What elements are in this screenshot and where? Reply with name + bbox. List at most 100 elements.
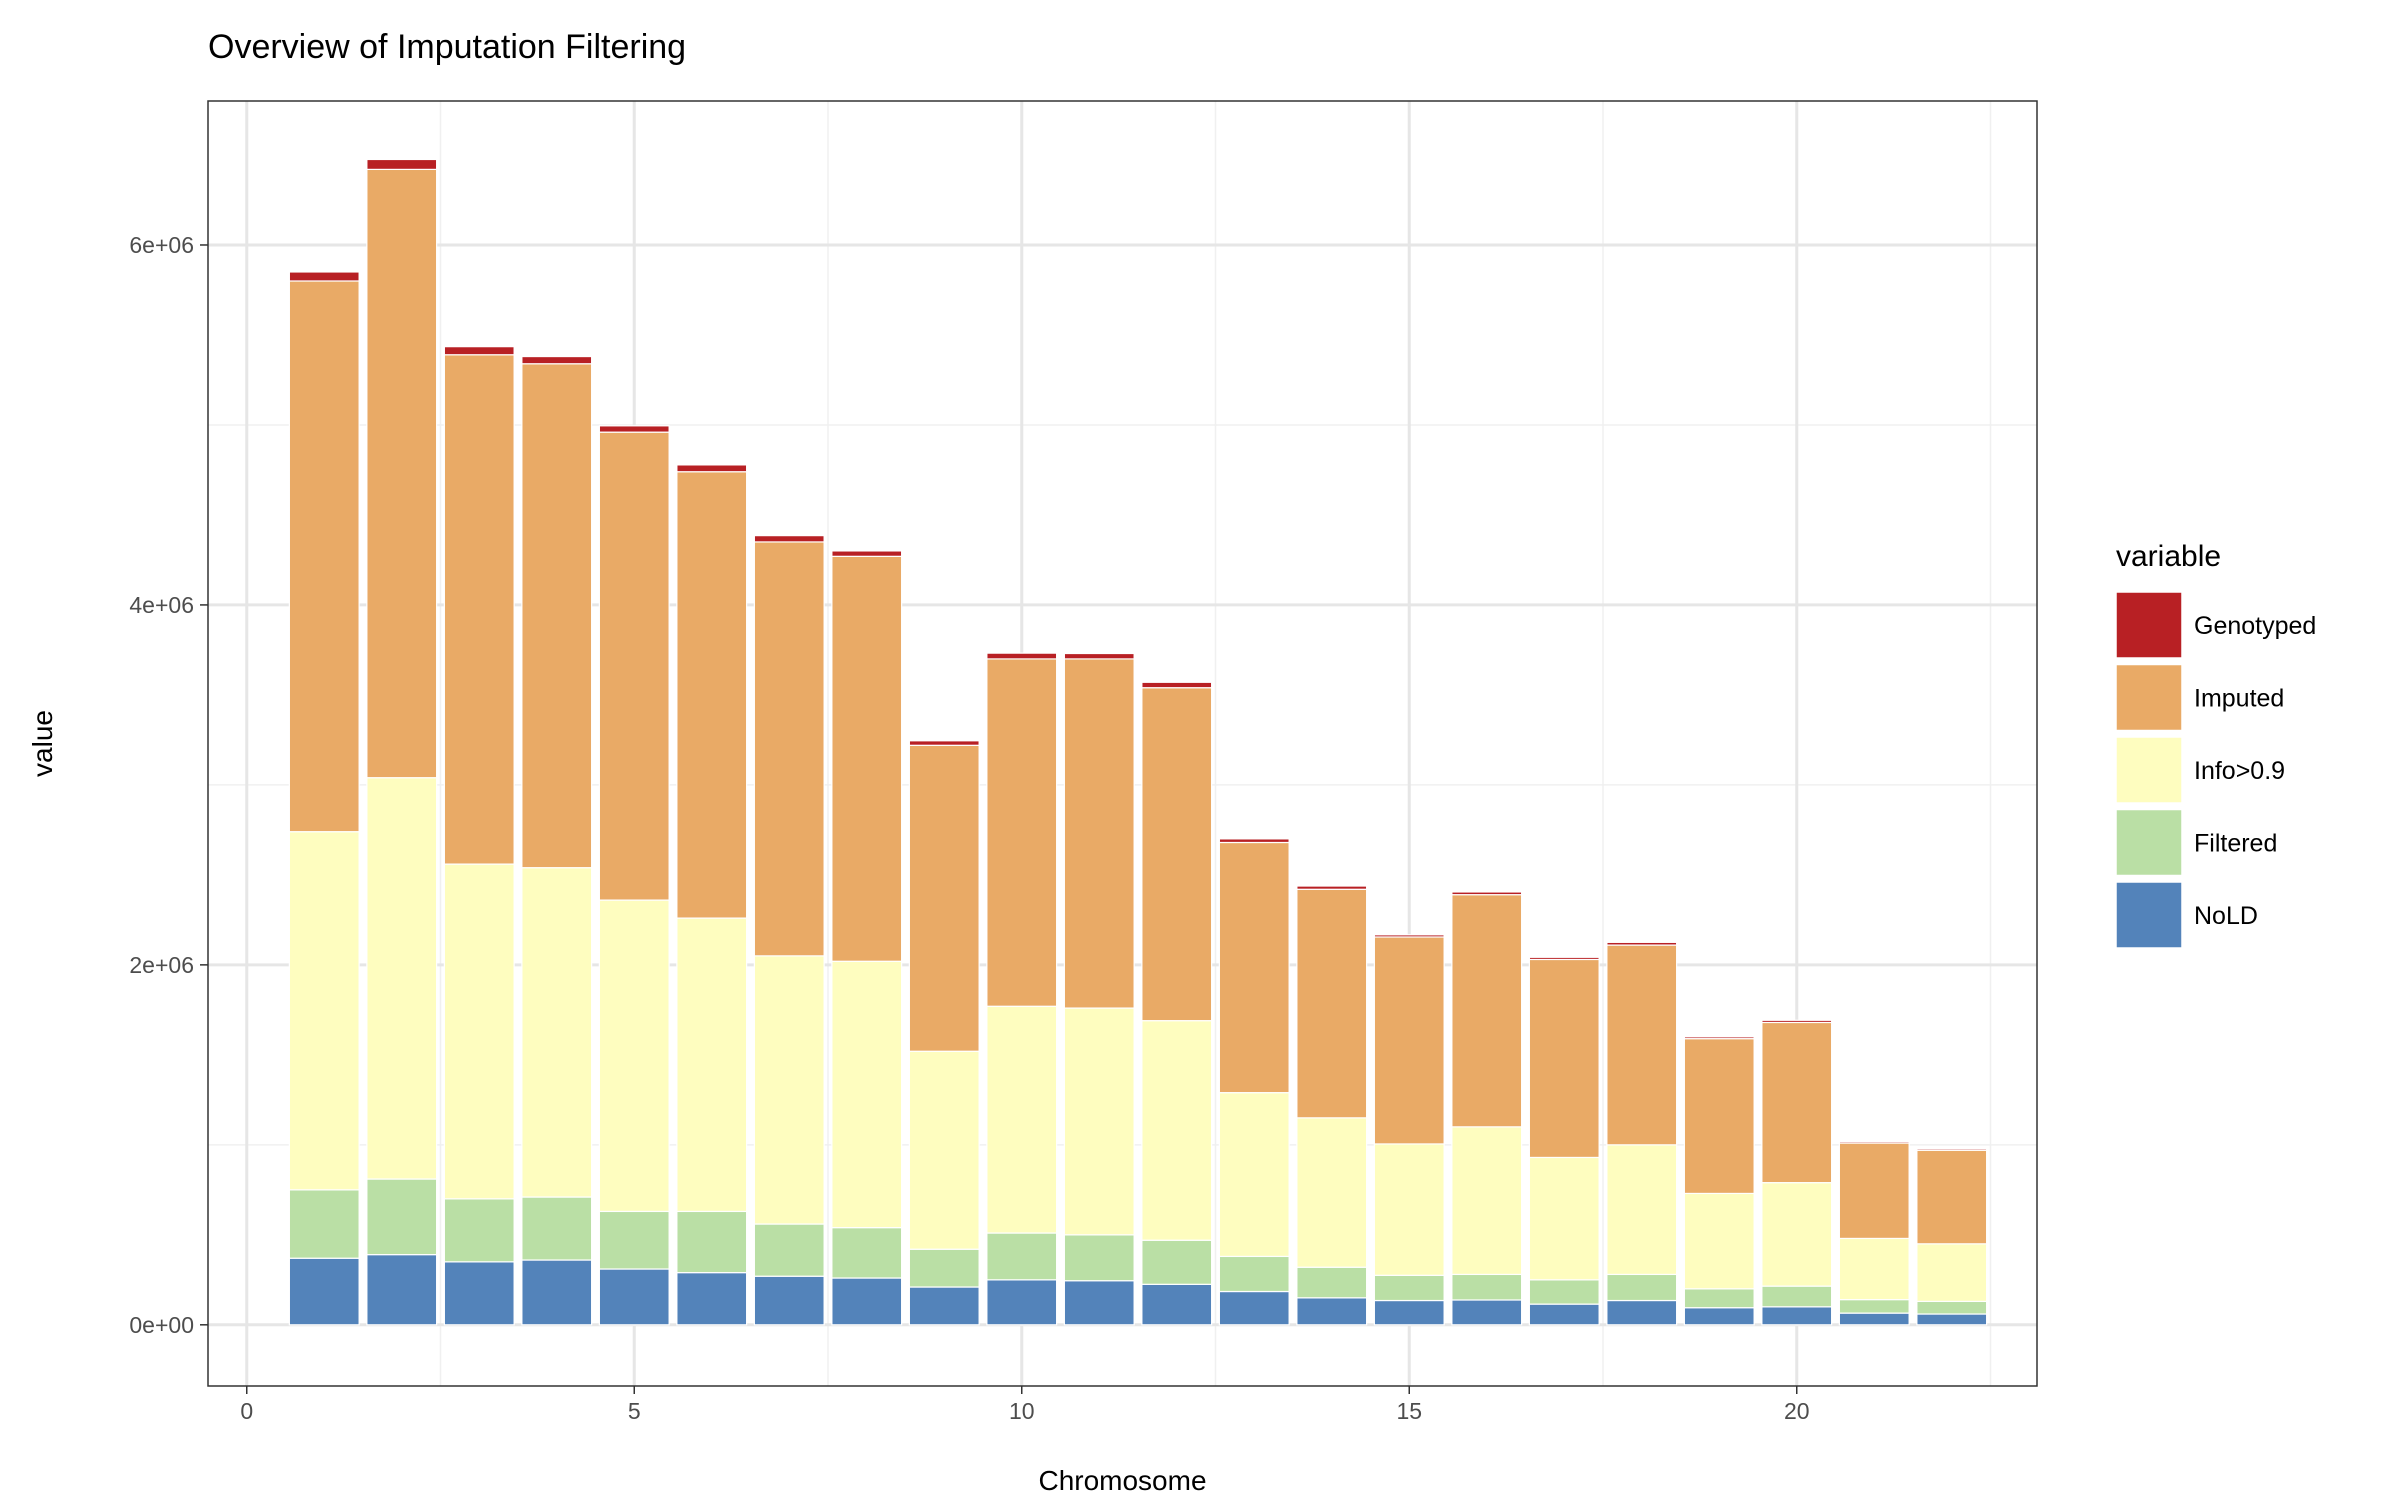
bar-segment-genotyped-chr-3	[443, 346, 515, 356]
y-axis-title: value	[27, 710, 58, 777]
bar-segment-info-0-9-chr-20	[1761, 1182, 1833, 1287]
chart-title: Overview of Imputation Filtering	[208, 28, 686, 66]
bar-segment-filtered-chr-19	[1683, 1288, 1755, 1309]
bar-segment-imputed-chr-13	[1218, 841, 1290, 1094]
bar-segment-nold-chr-15	[1373, 1299, 1445, 1326]
bar-segment-imputed-chr-20	[1761, 1021, 1833, 1184]
bar-segment-imputed-chr-16	[1451, 894, 1523, 1128]
bar-segment-filtered-chr-22	[1916, 1300, 1988, 1315]
bar-segment-genotyped-chr-17	[1528, 956, 1600, 961]
bar-segment-genotyped-chr-21	[1838, 1140, 1910, 1144]
bar-segment-nold-chr-5	[598, 1268, 670, 1326]
legend-label-imputed: Imputed	[2194, 685, 2284, 713]
bar-segment-filtered-chr-6	[676, 1210, 748, 1274]
bar-segment-info-0-9-chr-15	[1373, 1143, 1445, 1276]
bar-segment-nold-chr-6	[676, 1272, 748, 1326]
bar-segment-nold-chr-18	[1606, 1299, 1678, 1326]
bar-segment-filtered-chr-11	[1063, 1234, 1135, 1282]
bar-segment-nold-chr-3	[443, 1261, 515, 1326]
bar-segment-genotyped-chr-2	[366, 158, 438, 170]
plot-panel-border	[207, 100, 2038, 1387]
bar-segment-info-0-9-chr-2	[366, 777, 438, 1180]
bar-segment-imputed-chr-2	[366, 168, 438, 779]
bar-segment-genotyped-chr-5	[598, 425, 670, 433]
bar-segment-genotyped-chr-8	[831, 550, 903, 557]
bar-segment-imputed-chr-8	[831, 555, 903, 962]
bar-segment-info-0-9-chr-19	[1683, 1192, 1755, 1290]
x-tick-label: 5	[628, 1398, 641, 1424]
bar-segment-genotyped-chr-9	[908, 740, 980, 746]
bar-segment-imputed-chr-10	[986, 658, 1058, 1007]
bar-segment-imputed-chr-6	[676, 471, 748, 919]
bar-segment-imputed-chr-11	[1063, 658, 1135, 1009]
x-axis-title: Chromosome	[1038, 1465, 1206, 1496]
bar-segment-genotyped-chr-11	[1063, 652, 1135, 660]
bar-segment-filtered-chr-15	[1373, 1274, 1445, 1302]
bar-segment-filtered-chr-5	[598, 1210, 670, 1270]
x-axis: 0 5 10 15 20	[240, 1386, 1810, 1424]
bar-segment-info-0-9-chr-21	[1838, 1237, 1910, 1301]
bar-segment-genotyped-chr-4	[521, 355, 593, 365]
bar-segment-filtered-chr-18	[1606, 1273, 1678, 1302]
bar-segment-filtered-chr-17	[1528, 1279, 1600, 1305]
bar-segment-nold-chr-9	[908, 1286, 980, 1326]
bar-segment-filtered-chr-9	[908, 1248, 980, 1288]
bar-segment-filtered-chr-21	[1838, 1299, 1910, 1314]
legend-key-filtered	[2115, 808, 2183, 877]
bar-segment-imputed-chr-3	[443, 354, 515, 865]
bar-segment-imputed-chr-12	[1141, 687, 1213, 1022]
bar-segment-filtered-chr-2	[366, 1178, 438, 1256]
bar-segment-genotyped-chr-7	[753, 535, 825, 543]
x-tick-label: 15	[1396, 1398, 1422, 1424]
x-tick-label: 0	[240, 1398, 253, 1424]
bar-segment-filtered-chr-1	[288, 1189, 360, 1259]
bar-segment-info-0-9-chr-8	[831, 960, 903, 1229]
bar-segment-filtered-chr-10	[986, 1232, 1058, 1281]
bars	[288, 158, 1988, 1326]
bar-segment-genotyped-chr-6	[676, 464, 748, 473]
bar-segment-filtered-chr-8	[831, 1227, 903, 1279]
y-tick-label: 2e+06	[129, 952, 194, 978]
bar-segment-genotyped-chr-13	[1218, 838, 1290, 844]
legend-label-genotyped: Genotyped	[2194, 612, 2316, 640]
y-tick-label: 4e+06	[129, 592, 194, 618]
bar-segment-nold-chr-17	[1528, 1303, 1600, 1326]
bar-segment-nold-chr-4	[521, 1259, 593, 1326]
bar-segment-info-0-9-chr-12	[1141, 1020, 1213, 1241]
bar-segment-info-0-9-chr-7	[753, 955, 825, 1225]
legend-key-info-0-9	[2115, 736, 2183, 804]
bar-segment-nold-chr-10	[986, 1279, 1058, 1326]
bar-segment-filtered-chr-13	[1218, 1255, 1290, 1293]
bar-segment-filtered-chr-3	[443, 1198, 515, 1263]
bar-segment-imputed-chr-17	[1528, 958, 1600, 1159]
legend-key-nold	[2115, 881, 2183, 949]
bar-segment-info-0-9-chr-10	[986, 1005, 1058, 1234]
bar-segment-genotyped-chr-16	[1451, 891, 1523, 896]
bar-segment-info-0-9-chr-16	[1451, 1126, 1523, 1276]
bar-segment-imputed-chr-15	[1373, 936, 1445, 1145]
bar-segment-nold-chr-2	[366, 1254, 438, 1326]
bar-segment-nold-chr-22	[1916, 1313, 1988, 1326]
bar-segment-info-0-9-chr-17	[1528, 1156, 1600, 1281]
bar-segment-imputed-chr-21	[1838, 1142, 1910, 1240]
bar-segment-genotyped-chr-10	[986, 652, 1058, 660]
bar-segment-genotyped-chr-12	[1141, 681, 1213, 689]
bar-segment-info-0-9-chr-18	[1606, 1144, 1678, 1276]
bar-segment-imputed-chr-7	[753, 541, 825, 957]
bar-segment-imputed-chr-9	[908, 744, 980, 1052]
x-tick-label: 10	[1009, 1398, 1035, 1424]
bar-segment-genotyped-chr-22	[1916, 1148, 1988, 1151]
bar-segment-imputed-chr-19	[1683, 1038, 1755, 1195]
bar-segment-genotyped-chr-1	[288, 271, 360, 282]
legend-title: variable	[2116, 540, 2221, 573]
bar-segment-info-0-9-chr-3	[443, 863, 515, 1200]
bar-segment-nold-chr-19	[1683, 1307, 1755, 1326]
legend-key-imputed	[2115, 663, 2183, 732]
bar-segment-nold-chr-11	[1063, 1280, 1135, 1326]
bar-segment-imputed-chr-22	[1916, 1149, 1988, 1245]
bar-segment-nold-chr-14	[1296, 1297, 1368, 1326]
y-axis: 0e+00 2e+06 4e+06 6e+06	[129, 232, 208, 1338]
bar-segment-nold-chr-1	[288, 1257, 360, 1326]
bar-segment-nold-chr-7	[753, 1275, 825, 1326]
